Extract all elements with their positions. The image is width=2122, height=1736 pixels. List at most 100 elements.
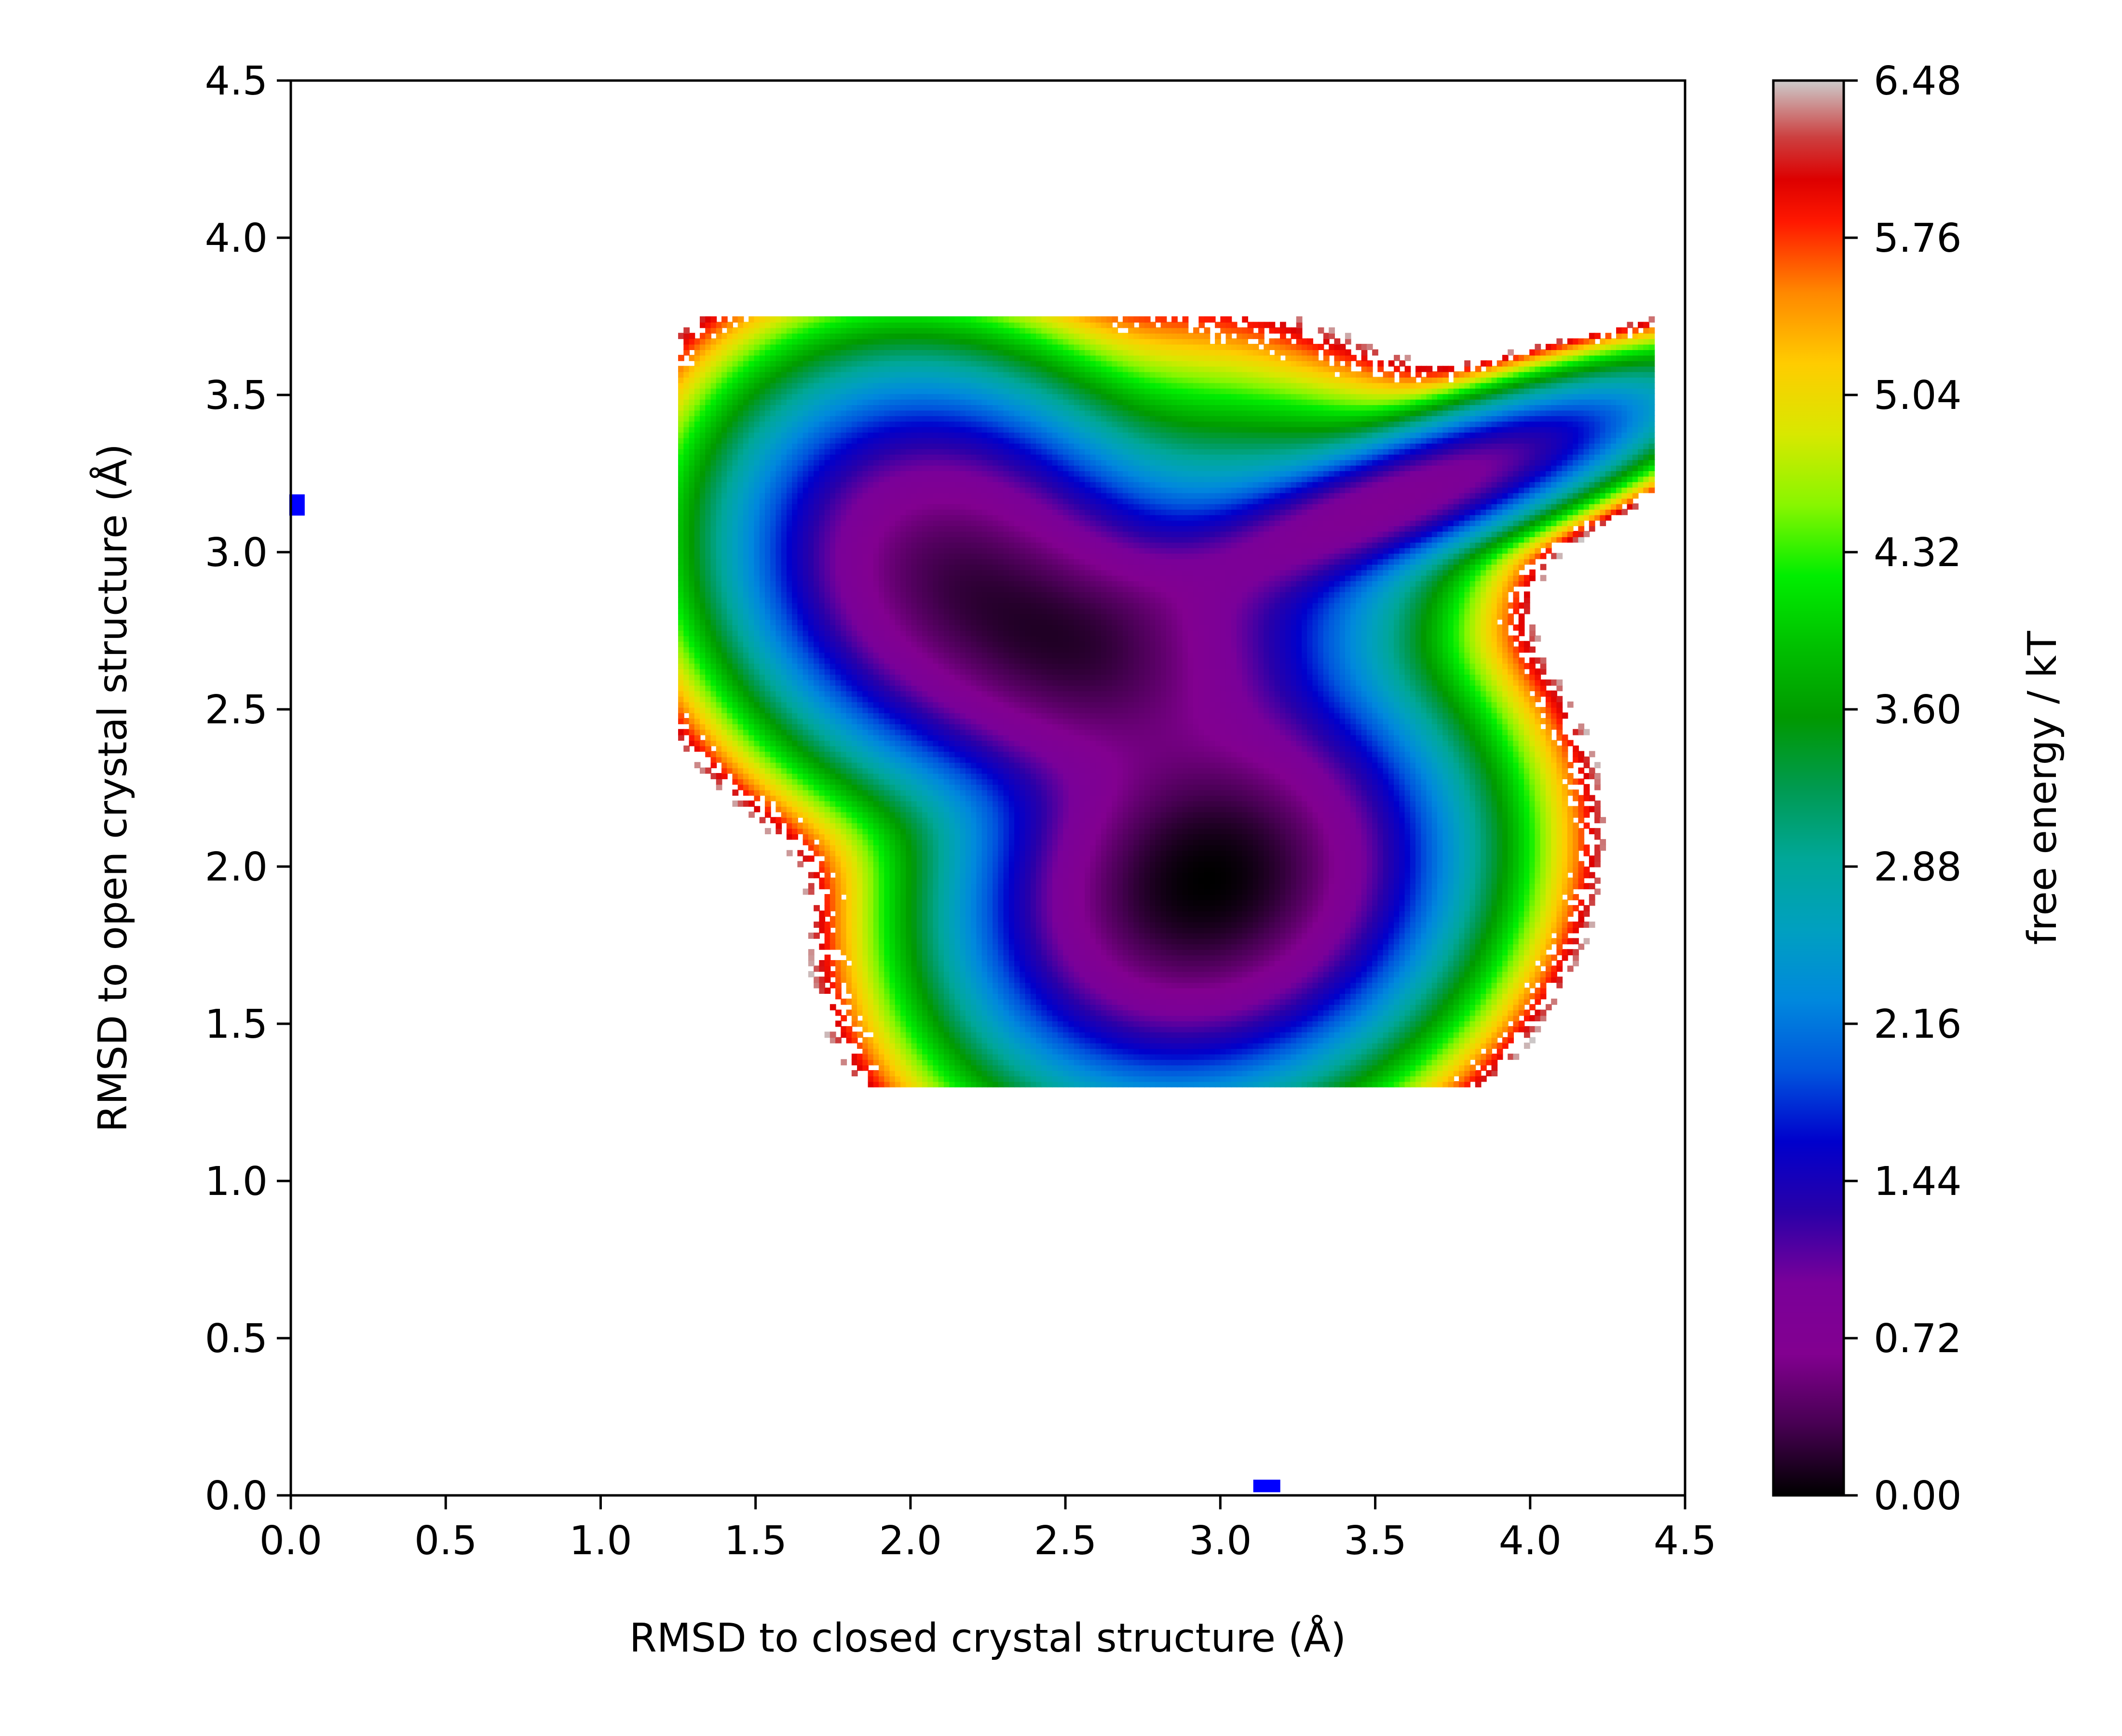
energy-cell [927,982,934,989]
energy-cell [987,938,993,945]
energy-cell [1047,1031,1053,1038]
energy-cell [879,949,885,956]
energy-cell [1431,883,1438,890]
energy-cell [1117,910,1124,917]
energy-cell [824,883,831,890]
energy-cell [1150,1037,1156,1044]
energy-cell [1112,1053,1118,1060]
energy-cell [1177,1075,1183,1082]
energy-cell [1041,888,1048,895]
energy-cell [1431,932,1438,939]
energy-cell [1204,1070,1211,1077]
energy-cell [1074,1081,1080,1087]
energy-cell [971,905,977,911]
energy-cell [1160,943,1167,950]
energy-cell [841,872,847,879]
energy-cell [1491,954,1498,961]
energy-cell [1415,1004,1422,1011]
energy-cell [1204,883,1211,890]
energy-cell [830,905,836,911]
energy-cell [1480,894,1487,900]
energy-cell [1361,883,1368,890]
energy-cell [1366,1048,1373,1055]
energy-cell [879,932,885,939]
energy-cell [1187,976,1194,983]
energy-cell [1225,971,1232,977]
energy-cell [1247,949,1254,956]
energy-cell [1442,988,1449,994]
energy-cell [916,905,923,911]
energy-cell [1225,922,1232,928]
energy-cell [1231,1009,1238,1016]
energy-cell [1437,883,1443,890]
energy-cell [1144,899,1151,906]
energy-cell [1014,993,1020,1000]
energy-cell [1366,1015,1373,1021]
energy-cell [1020,943,1026,950]
energy-cell [1350,943,1357,950]
energy-cell [1014,965,1020,972]
energy-cell [1459,883,1465,890]
energy-cell [1074,877,1080,884]
energy-cell [1112,1070,1118,1077]
energy-cell [1496,927,1503,934]
energy-cell [1264,1009,1270,1016]
energy-cell [1166,1009,1172,1016]
energy-cell [1567,877,1574,884]
energy-cell [1583,910,1590,917]
energy-cell [1020,1043,1026,1049]
energy-cell [1008,1026,1015,1032]
energy-cell [1377,949,1384,956]
energy-cell [938,943,945,950]
energy-cell [873,954,880,961]
energy-cell [1475,1053,1482,1060]
energy-cell [1388,965,1395,972]
energy-cell [1063,988,1070,994]
energy-cell [1058,965,1064,972]
energy-cell [1101,910,1107,917]
energy-cell [1383,1026,1389,1032]
energy-cell [1318,883,1324,890]
energy-cell [1274,888,1281,895]
energy-cell [1187,932,1194,939]
energy-cell [1426,927,1433,934]
energy-cell [1068,916,1075,922]
energy-cell [1453,988,1460,994]
energy-cell [1020,877,1026,884]
energy-cell [857,927,863,934]
energy-cell [1410,916,1416,922]
energy-cell [1252,1081,1259,1087]
energy-cell [1074,932,1080,939]
energy-cell [1242,1020,1249,1027]
energy-cell [1090,943,1097,950]
energy-cell [1177,932,1183,939]
energy-cell [1160,910,1167,917]
energy-cell [1187,938,1194,945]
energy-cell [1372,1004,1378,1011]
energy-cell [1182,905,1189,911]
energy-cell [954,982,961,989]
energy-cell [1301,1064,1308,1071]
energy-cell [938,905,945,911]
energy-cell [1464,965,1471,972]
energy-cell [1139,1015,1145,1021]
energy-cell [1198,1020,1205,1027]
energy-cell [895,905,901,911]
energy-cell [1269,1064,1276,1071]
energy-cell [960,927,966,934]
energy-cell [1280,1081,1286,1087]
energy-cell [1187,1059,1194,1066]
energy-cell [1431,910,1438,917]
energy-cell [1171,943,1178,950]
energy-cell [1356,1053,1362,1060]
energy-cell [1540,971,1547,977]
energy-cell [1036,905,1042,911]
energy-cell [916,883,923,890]
energy-cell [1453,993,1460,1000]
energy-cell [1475,971,1482,977]
energy-cell [1085,1009,1091,1016]
energy-cell [1350,1026,1357,1032]
energy-cell [1225,1037,1232,1044]
energy-cell [938,877,945,884]
energy-cell [1193,1053,1199,1060]
